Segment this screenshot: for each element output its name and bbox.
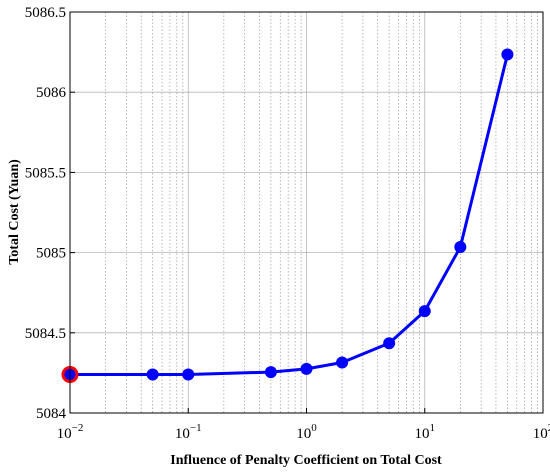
x-tick-label: 100 bbox=[296, 422, 317, 442]
y-tick-label: 5084.5 bbox=[25, 326, 66, 342]
y-axis-ticks: 5084 5084.5 5085 5085.5 5086 5086.5 bbox=[25, 5, 75, 422]
data-point bbox=[182, 368, 195, 381]
x-tick-label: 10−1 bbox=[175, 422, 202, 442]
y-axis-label: Total Cost (Yuan) bbox=[7, 159, 22, 265]
x-tick-label: 101 bbox=[415, 422, 436, 442]
data-point bbox=[300, 362, 313, 375]
x-tick-label: 102 bbox=[533, 422, 550, 442]
data-point bbox=[501, 48, 514, 61]
data-point bbox=[336, 356, 349, 369]
y-tick-label: 5085 bbox=[36, 246, 66, 262]
y-tick-label: 5086.5 bbox=[25, 5, 66, 21]
x-tick-label: 10−2 bbox=[57, 422, 84, 442]
plot-frame bbox=[69, 11, 544, 414]
data-point bbox=[146, 368, 159, 381]
x-axis-label: Influence of Penalty Coefficient on Tota… bbox=[170, 453, 442, 468]
y-tick-label: 5086 bbox=[36, 85, 67, 101]
series-line bbox=[70, 54, 509, 377]
y-tick-label: 5084 bbox=[36, 406, 67, 422]
y-tick-label: 5085.5 bbox=[25, 165, 66, 181]
data-point bbox=[418, 305, 431, 318]
data-point bbox=[454, 240, 467, 253]
x-axis-ticks: 10−2 10−1 100 101 102 bbox=[57, 408, 550, 442]
data-point bbox=[383, 337, 396, 350]
data-point bbox=[264, 366, 277, 379]
